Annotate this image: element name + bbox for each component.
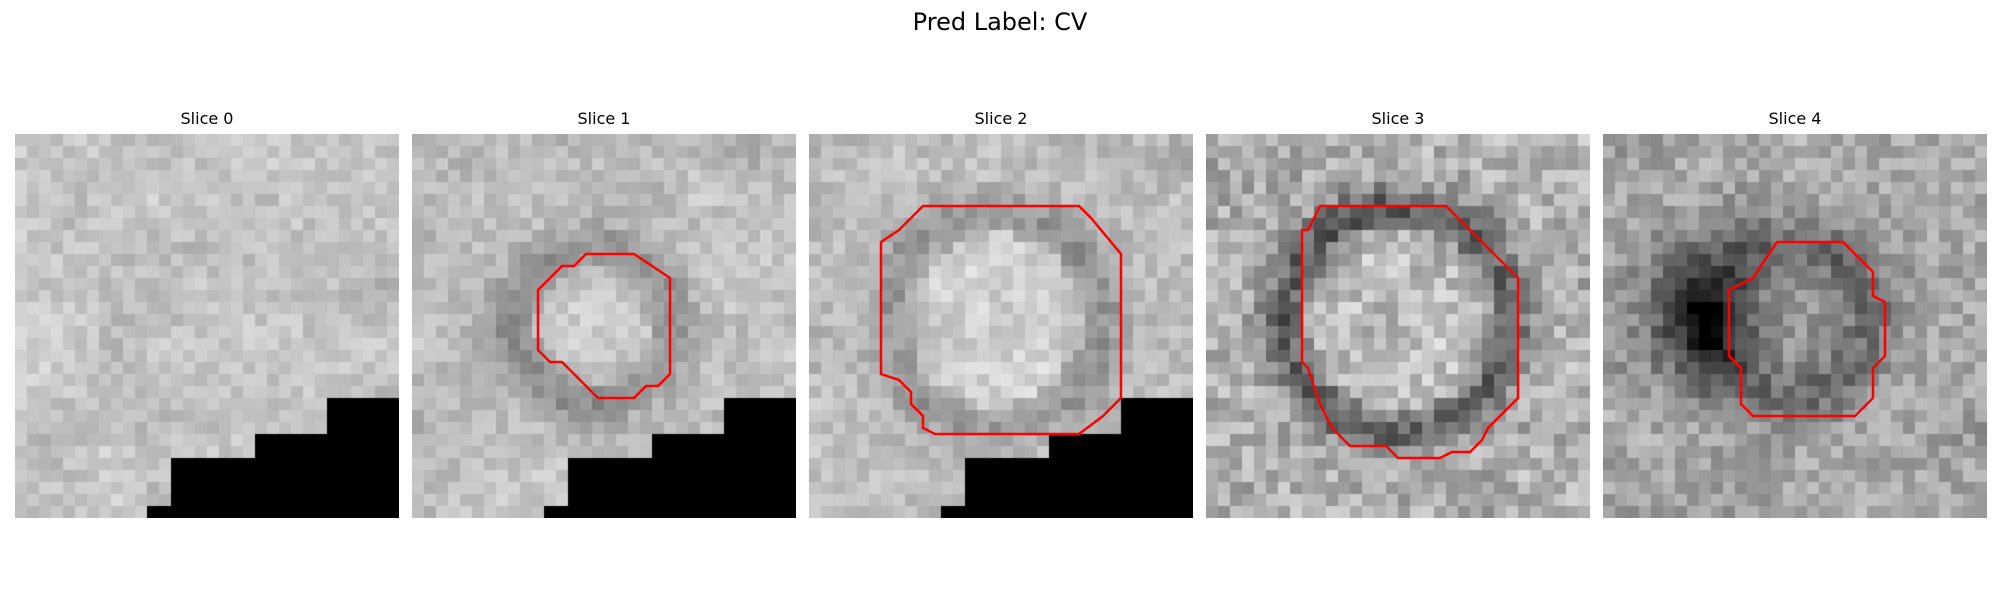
slice-title-3: Slice 3 bbox=[1206, 108, 1590, 130]
slice-panel-3: Slice 3 bbox=[1206, 108, 1590, 518]
segmentation-contour bbox=[1729, 242, 1885, 416]
slice-panel-2: Slice 2 bbox=[809, 108, 1193, 518]
slice-panel-0: Slice 0 bbox=[15, 108, 399, 518]
contour-overlay-4 bbox=[1603, 134, 1987, 518]
contour-overlay-0 bbox=[15, 134, 399, 518]
contour-overlay-2 bbox=[809, 134, 1193, 518]
slice-title-1: Slice 1 bbox=[412, 108, 796, 130]
segmentation-contour bbox=[881, 206, 1121, 434]
contour-overlay-1 bbox=[412, 134, 796, 518]
slice-title-0: Slice 0 bbox=[15, 108, 399, 130]
figure-title: Pred Label: CV bbox=[0, 6, 2000, 38]
segmentation-contour bbox=[538, 254, 670, 398]
contour-overlay-3 bbox=[1206, 134, 1590, 518]
slice-title-4: Slice 4 bbox=[1603, 108, 1987, 130]
slice-panel-1: Slice 1 bbox=[412, 108, 796, 518]
segmentation-contour bbox=[1302, 206, 1518, 458]
slice-panel-4: Slice 4 bbox=[1603, 108, 1987, 518]
slice-title-2: Slice 2 bbox=[809, 108, 1193, 130]
